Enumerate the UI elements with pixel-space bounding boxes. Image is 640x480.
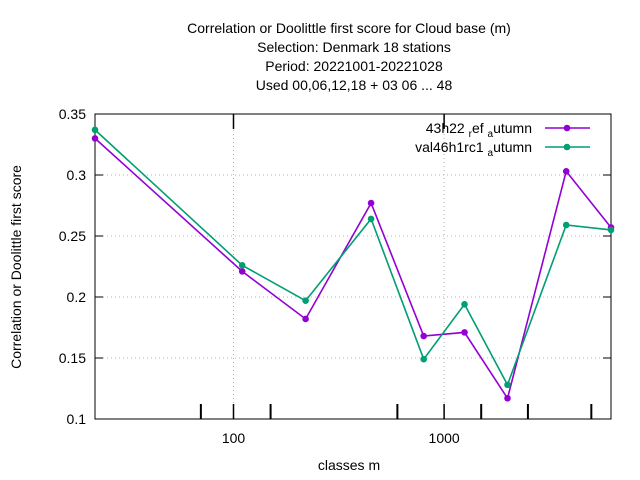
y-tick-label: 0.35 bbox=[59, 106, 86, 122]
grid bbox=[95, 114, 611, 419]
data-point bbox=[504, 394, 511, 402]
title-line-4: Used 00,06,12,18 + 03 06 ... 48 bbox=[256, 77, 453, 93]
title-line-1: Correlation or Doolittle first score for… bbox=[187, 20, 511, 36]
data-point bbox=[367, 199, 375, 207]
title-line-3: Period: 20221001-20221028 bbox=[265, 58, 443, 74]
data-point bbox=[91, 135, 99, 142]
x-tick-label: 1000 bbox=[429, 430, 460, 446]
series bbox=[91, 126, 615, 402]
tick-labels: 0.1 0.15 0.2 0.25 0.3 0.35 100 1000 bbox=[59, 106, 460, 446]
data-point bbox=[302, 297, 309, 304]
series-line bbox=[94, 129, 612, 387]
legend-label: 43h22 ref autumn bbox=[426, 120, 532, 140]
data-point bbox=[562, 221, 570, 229]
series-line bbox=[94, 137, 612, 401]
x-tick-label: 100 bbox=[222, 430, 246, 446]
title-line-2: Selection: Denmark 18 stations bbox=[257, 39, 451, 55]
x-axis-label: classes m bbox=[318, 457, 380, 473]
y-tick-label: 0.1 bbox=[67, 411, 87, 427]
y-tick-label: 0.25 bbox=[59, 228, 86, 244]
data-point bbox=[420, 355, 427, 363]
chart-title: Correlation or Doolittle first score for… bbox=[187, 20, 511, 93]
y-axis-label: Correlation or Doolittle first score bbox=[8, 165, 24, 369]
legend-label: val46h1rc1 autumn bbox=[415, 139, 532, 159]
data-point bbox=[238, 261, 246, 269]
y-tick-label: 0.15 bbox=[59, 350, 86, 366]
y-tick-label: 0.2 bbox=[67, 289, 87, 305]
data-point bbox=[238, 268, 246, 275]
y-tick-label: 0.3 bbox=[67, 167, 87, 183]
legend-swatch-point bbox=[563, 124, 571, 132]
legend-item-1: 43h22 ref autumn bbox=[426, 120, 590, 140]
legend-swatch-point bbox=[563, 143, 571, 151]
data-point bbox=[607, 226, 615, 234]
data-point bbox=[461, 301, 468, 308]
data-point bbox=[302, 315, 309, 323]
axes bbox=[94, 113, 612, 420]
legend-item-2: val46h1rc1 autumn bbox=[415, 139, 590, 159]
data-point bbox=[367, 215, 375, 223]
plot-border bbox=[94, 113, 612, 420]
data-point bbox=[420, 332, 427, 340]
data-point bbox=[91, 126, 99, 134]
data-point bbox=[504, 381, 511, 389]
series-2 bbox=[91, 126, 615, 389]
data-point bbox=[562, 168, 570, 175]
data-point bbox=[461, 329, 468, 336]
